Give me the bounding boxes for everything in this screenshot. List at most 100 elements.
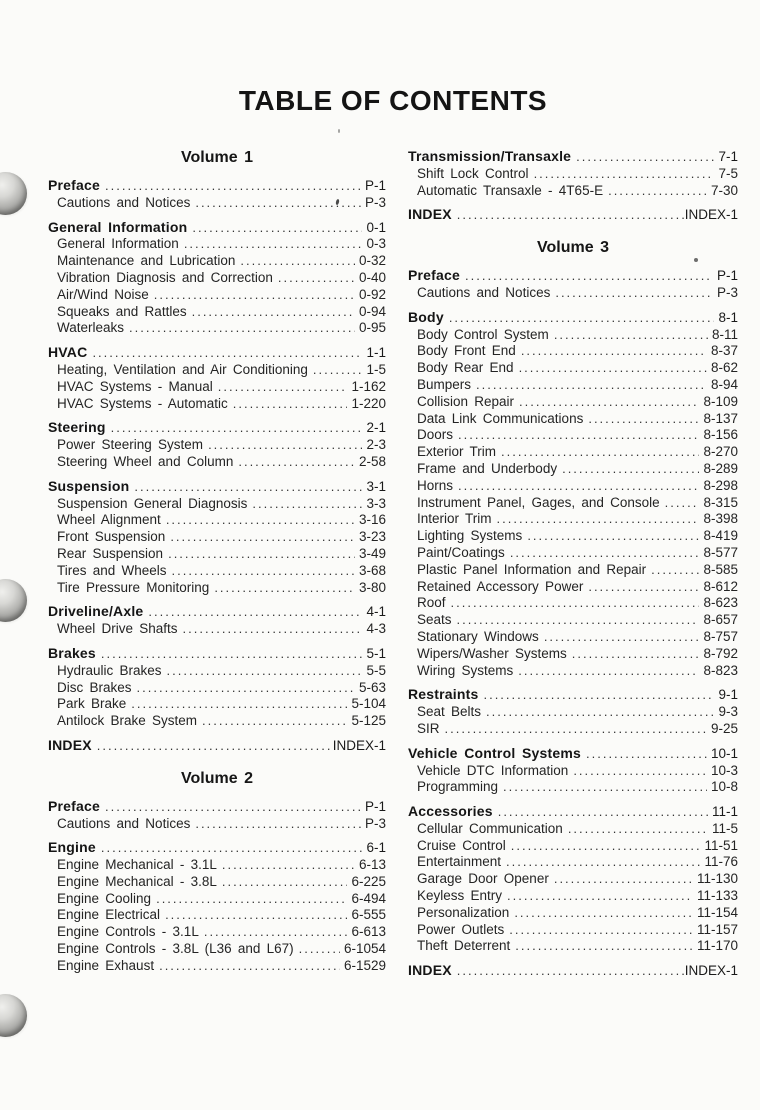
toc-sub-entry: Front Suspension 3-23: [48, 529, 386, 546]
dot-leader: [514, 905, 693, 922]
toc-entry-label: Body Control System: [417, 326, 549, 342]
toc-sub-entry: Engine Mechanical - 3.1L 6-13: [48, 857, 386, 874]
toc-sub-entry: Instrument Panel, Gages, and Console 8-31…: [408, 495, 738, 512]
dot-leader: [544, 629, 700, 646]
toc-section-entry: INDEX INDEX-1: [48, 737, 386, 755]
toc-section: Restraints 9-1 Seat Belts 9-3 SIR 9-25: [408, 686, 738, 737]
toc-entry-page: 4-1: [366, 604, 386, 620]
dot-leader: [101, 646, 363, 663]
toc-entry-page: 11-1: [711, 804, 738, 820]
dot-leader: [129, 320, 355, 337]
toc-entry-label: Transmission/Transaxle: [408, 148, 572, 164]
toc-entry-label: Suspension: [48, 477, 130, 494]
toc-entry-label: Front Suspension: [57, 529, 166, 545]
dot-leader: [92, 345, 362, 362]
toc-entry-page: 8-137: [703, 410, 738, 426]
toc-entry-label: Wiring Systems: [417, 662, 514, 678]
toc-entry-page: 8-270: [703, 444, 738, 460]
toc-entry-page: 8-156: [703, 427, 738, 443]
toc-sub-entry: Disc Brakes 5-63: [48, 680, 386, 697]
toc-section-entry: Brakes 5-1: [48, 645, 386, 663]
toc-entry-label: Preface: [48, 177, 100, 193]
toc-entry-label: INDEX: [408, 206, 452, 223]
toc-sub-entry: Retained Accessory Power 8-612: [408, 579, 738, 596]
toc-sub-entry: Horns 8-298: [408, 478, 738, 495]
toc-sub-entry: Park Brake 5-104: [48, 696, 386, 713]
dot-leader: [562, 461, 699, 478]
toc-entry-label: Maintenance and Lubrication: [57, 253, 236, 269]
toc-section-entry: Accessories 11-1: [408, 803, 738, 821]
toc-entry-page: P-1: [716, 268, 738, 284]
toc-entry-page: 6-1529: [343, 957, 386, 973]
toc-entry-page: 6-555: [351, 907, 386, 923]
toc-entry-label: Engine Mechanical - 3.1L: [57, 857, 217, 873]
toc-entry-page: 3-1: [366, 478, 386, 494]
dot-leader: [154, 287, 355, 304]
toc-entry-label: Data Link Communications: [417, 410, 584, 426]
toc-sub-entry: Wiring Systems 8-823: [408, 663, 738, 680]
dot-leader: [576, 149, 714, 166]
toc-section: Brakes 5-1 Hydraulic Brakes 5-5 Disc Brakes 5…: [48, 645, 386, 730]
dot-leader: [166, 512, 355, 529]
dot-leader: [608, 183, 707, 200]
dot-leader: [507, 888, 693, 905]
toc-sub-entry: Paint/Coatings 8-577: [408, 545, 738, 562]
toc-entry-label: Cautions and Notices: [417, 284, 551, 300]
toc-entry-label: Seats: [417, 612, 452, 628]
toc-entry-page: P-3: [716, 284, 738, 300]
toc-sub-entry: Antilock Brake System 5-125: [48, 713, 386, 730]
toc-entry-page: 8-419: [703, 528, 738, 544]
toc-entry-label: Preface: [48, 797, 100, 814]
toc-entry-page: 6-225: [351, 873, 386, 889]
dot-leader: [105, 178, 361, 195]
toc-section-entry: General Information 0-1: [48, 219, 386, 237]
toc-entry-label: Plastic Panel Information and Repair: [417, 561, 647, 577]
dot-leader: [458, 427, 699, 444]
dot-leader: [184, 236, 363, 253]
toc-section-entry: Steering 2-1: [48, 419, 386, 437]
toc-entry-label: Cruise Control: [417, 837, 506, 853]
toc-sub-entry: Vibration Diagnosis and Correction 0-40: [48, 270, 386, 287]
toc-entry-label: Collision Repair: [417, 393, 515, 409]
toc-entry-label: Engine Controls - 3.1L: [57, 924, 199, 940]
toc-sub-entry: Wheel Drive Shafts 4-3: [48, 621, 386, 638]
dot-leader: [527, 528, 699, 545]
toc-entry-label: Squeaks and Rattles: [57, 303, 187, 319]
dot-leader: [521, 343, 707, 360]
dot-leader: [167, 663, 363, 680]
toc-entry-label: Shift Lock Control: [417, 165, 529, 181]
dot-leader: [156, 891, 347, 908]
toc-section-entry: INDEX INDEX-1: [408, 206, 738, 224]
toc-entry-label: Automatic Transaxle - 4T65-E: [417, 182, 604, 198]
toc-entry-page: 3-80: [358, 579, 386, 595]
toc-section-entry: Restraints 9-1: [408, 686, 738, 704]
toc-sub-entry: Steering Wheel and Column 2-58: [48, 454, 386, 471]
toc-entry-page: 5-104: [351, 696, 386, 712]
toc-entry-label: Exterior Trim: [417, 444, 497, 460]
toc-entry-page: 9-1: [718, 687, 738, 703]
volume-heading: Volume 3: [537, 239, 609, 257]
toc-entry-label: Rear Suspension: [57, 545, 164, 561]
toc-sub-entry: Seat Belts 9-3: [408, 704, 738, 721]
toc-entry-page: 8-577: [703, 544, 738, 560]
toc-entry-page: 3-68: [358, 562, 386, 578]
toc-entry-page: INDEX-1: [332, 737, 386, 753]
toc-entry-page: 8-612: [703, 578, 738, 594]
toc-sub-entry: SIR 9-25: [408, 721, 738, 738]
toc-entry-page: 8-37: [710, 343, 738, 359]
toc-sub-entry: Keyless Entry 11-133: [408, 888, 738, 905]
toc-index-block: INDEX INDEX-1: [408, 962, 738, 980]
toc-sub-entry: HVAC Systems - Automatic 1-220: [48, 396, 386, 413]
punch-hole: [0, 172, 27, 215]
toc-entry-page: 8-62: [710, 360, 738, 376]
toc-sub-entry: Power Steering System 2-3: [48, 437, 386, 454]
dot-leader: [497, 511, 700, 528]
toc-section-entry: Engine 6-1: [48, 839, 386, 857]
dot-leader: [498, 804, 708, 821]
toc-sub-entry: Exterior Trim 8-270: [408, 444, 738, 461]
dot-leader: [195, 816, 361, 833]
toc-entry-label: Vehicle DTC Information: [417, 762, 569, 778]
dot-leader: [519, 394, 699, 411]
toc-entry-label: Tire Pressure Monitoring: [57, 579, 210, 595]
toc-entry-label: INDEX: [408, 962, 452, 979]
